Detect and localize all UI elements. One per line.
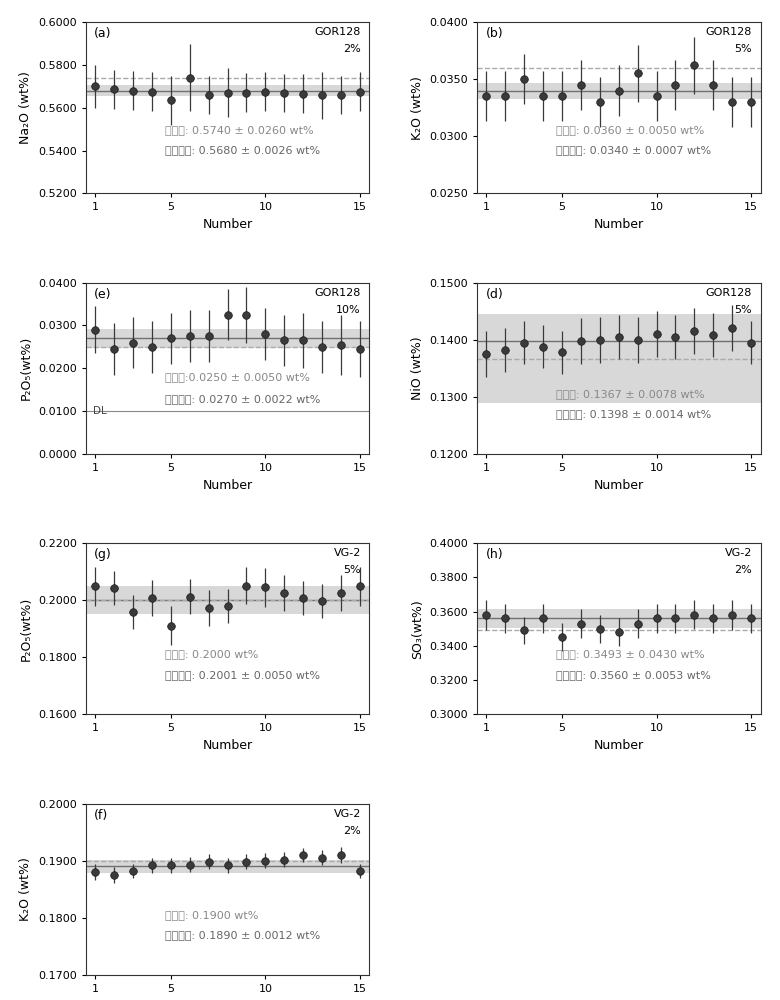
X-axis label: Number: Number — [203, 218, 253, 231]
Text: 2%: 2% — [343, 44, 361, 54]
Bar — [86, 85, 369, 96]
Text: 参考値: 0.5740 ± 0.0260 wt%: 参考値: 0.5740 ± 0.0260 wt% — [165, 125, 314, 135]
Text: 参考値: 0.3493 ± 0.0430 wt%: 参考値: 0.3493 ± 0.0430 wt% — [556, 649, 705, 659]
Text: GOR128: GOR128 — [314, 288, 361, 298]
Text: 实验结果: 0.2001 ± 0.0050 wt%: 实验结果: 0.2001 ± 0.0050 wt% — [165, 670, 320, 680]
Y-axis label: P₂O₅(wt%): P₂O₅(wt%) — [20, 336, 33, 400]
Text: 实验结果: 0.1398 ± 0.0014 wt%: 实验结果: 0.1398 ± 0.0014 wt% — [556, 409, 711, 419]
Text: 5%: 5% — [735, 44, 752, 54]
Text: 参考値:0.0250 ± 0.0050 wt%: 参考値:0.0250 ± 0.0050 wt% — [165, 372, 310, 382]
Text: 10%: 10% — [336, 305, 361, 315]
Text: GOR128: GOR128 — [314, 27, 361, 37]
Y-axis label: K₂O (wt%): K₂O (wt%) — [20, 857, 33, 921]
Text: VG-2: VG-2 — [333, 809, 361, 819]
Bar — [86, 329, 369, 348]
Text: (e): (e) — [94, 288, 112, 301]
Bar — [86, 586, 369, 614]
Text: 5%: 5% — [735, 305, 752, 315]
Text: 参考値: 0.2000 wt%: 参考値: 0.2000 wt% — [165, 649, 258, 659]
X-axis label: Number: Number — [203, 479, 253, 492]
Y-axis label: Na₂O (wt%): Na₂O (wt%) — [20, 71, 33, 144]
Text: 参考値: 0.0360 ± 0.0050 wt%: 参考値: 0.0360 ± 0.0050 wt% — [556, 125, 704, 135]
Text: 参考値: 0.1367 ± 0.0078 wt%: 参考値: 0.1367 ± 0.0078 wt% — [556, 389, 705, 399]
Text: GOR128: GOR128 — [706, 288, 752, 298]
Text: (a): (a) — [94, 27, 112, 40]
Text: GOR128: GOR128 — [706, 27, 752, 37]
X-axis label: Number: Number — [594, 218, 644, 231]
Bar — [477, 314, 760, 403]
Text: 实验结果: 0.0340 ± 0.0007 wt%: 实验结果: 0.0340 ± 0.0007 wt% — [556, 145, 711, 155]
X-axis label: Number: Number — [594, 739, 644, 752]
Text: 2%: 2% — [734, 565, 752, 575]
Y-axis label: NiO (wt%): NiO (wt%) — [411, 336, 424, 400]
Text: (d): (d) — [485, 288, 503, 301]
Text: 实验结果: 0.1890 ± 0.0012 wt%: 实验结果: 0.1890 ± 0.0012 wt% — [165, 930, 321, 940]
Text: 实验结果: 0.0270 ± 0.0022 wt%: 实验结果: 0.0270 ± 0.0022 wt% — [165, 394, 321, 404]
Text: 2%: 2% — [343, 826, 361, 836]
Text: VG-2: VG-2 — [725, 548, 752, 558]
Text: DL: DL — [93, 406, 107, 416]
Text: 实验结果: 0.5680 ± 0.0026 wt%: 实验结果: 0.5680 ± 0.0026 wt% — [165, 145, 321, 155]
Bar — [477, 609, 760, 628]
Text: VG-2: VG-2 — [333, 548, 361, 558]
Text: 参考値: 0.1900 wt%: 参考値: 0.1900 wt% — [165, 910, 258, 920]
X-axis label: Number: Number — [203, 739, 253, 752]
Bar — [477, 83, 760, 99]
Text: 实验结果: 0.3560 ± 0.0053 wt%: 实验结果: 0.3560 ± 0.0053 wt% — [556, 670, 711, 680]
Text: (h): (h) — [485, 548, 503, 561]
X-axis label: Number: Number — [594, 479, 644, 492]
Y-axis label: K₂O (wt%): K₂O (wt%) — [411, 76, 424, 140]
Text: (g): (g) — [94, 548, 112, 561]
Text: (b): (b) — [485, 27, 503, 40]
Y-axis label: SO₃(wt%): SO₃(wt%) — [411, 599, 424, 659]
Text: (f): (f) — [94, 809, 108, 822]
Bar — [86, 860, 369, 873]
Y-axis label: P₂O₅(wt%): P₂O₅(wt%) — [20, 597, 32, 661]
Text: 5%: 5% — [343, 565, 361, 575]
